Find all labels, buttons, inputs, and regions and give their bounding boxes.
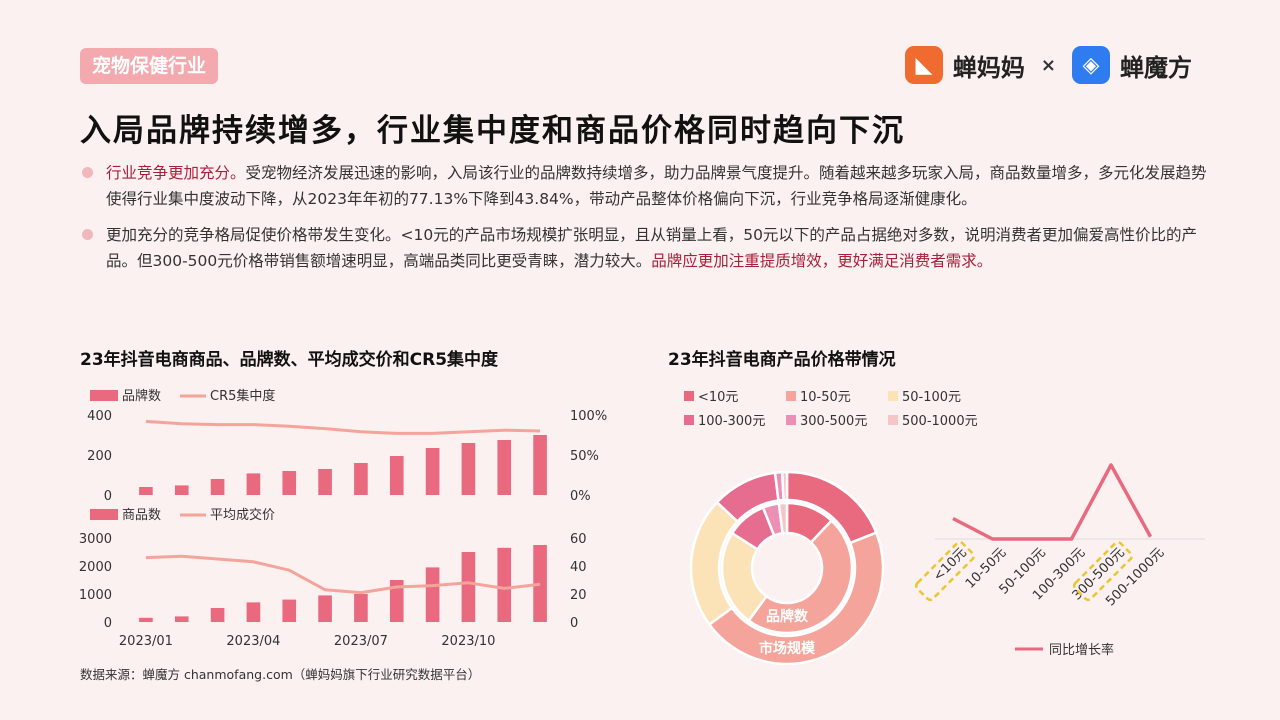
legend-label: CR5集中度	[210, 388, 275, 404]
series-line	[145, 554, 541, 595]
x-tick-label: 2023/04	[226, 634, 280, 649]
donut-slice	[777, 501, 789, 535]
y-tick-label-left: 0	[104, 616, 112, 631]
brand-cr5-chart: 品牌数 CR5集中度 400 200 0 100% 50% 0%	[87, 388, 607, 504]
bar	[354, 463, 368, 495]
bar	[533, 435, 547, 495]
bar	[389, 456, 404, 495]
bullet-dot-icon	[82, 229, 93, 240]
bar	[497, 440, 512, 495]
bar	[389, 580, 404, 622]
bar	[282, 471, 297, 495]
y-tick-label-right: 20	[570, 588, 587, 603]
highlight-box	[1073, 541, 1133, 601]
y-tick-label-right: 0	[570, 616, 578, 631]
legend-swatch	[90, 509, 118, 520]
series-line	[952, 463, 1153, 541]
legend-swatch	[786, 415, 796, 425]
legend-label: 50-100元	[902, 390, 961, 405]
y-tick-label-left: 400	[87, 409, 112, 424]
y-tick-label-right: 60	[570, 532, 587, 547]
y-tick-label-right: 50%	[570, 449, 599, 464]
legend-swatch	[786, 391, 796, 401]
bullet-highlight: 行业竞争更加充分。	[106, 164, 246, 182]
donut-slice	[707, 531, 885, 666]
ring-label: 品牌数	[766, 608, 809, 625]
left-chart-subtitle: 23年抖音电商商品、品牌数、平均成交价和CR5集中度	[80, 350, 499, 370]
y-tick-label-right: 40	[570, 560, 587, 575]
x-tick-label: 2023/07	[334, 634, 388, 649]
legend-label: 10-50元	[800, 390, 851, 405]
legend-swatch	[888, 391, 898, 401]
y-tick-label-left: 2000	[79, 560, 112, 575]
bullet-list: 行业竞争更加充分。受宠物经济发展迅速的影响，入局该行业的品牌数持续增多，助力品牌…	[82, 160, 1212, 284]
highlight-box	[915, 541, 975, 601]
bar	[497, 547, 512, 622]
right-chart-subtitle: 23年抖音电商产品价格带情况	[668, 350, 896, 370]
bar	[246, 473, 261, 495]
y-tick-label-left: 1000	[79, 588, 112, 603]
bar	[210, 479, 225, 495]
legend-swatch	[684, 391, 694, 401]
price-band-donut-chart: <10元 10-50元 50-100元 100-300元 300-500元 500-100…	[684, 390, 978, 666]
bar	[282, 599, 297, 622]
yoy-growth-line-chart: <10元10-50元50-100元100-300元300-500元500-100…	[915, 463, 1205, 658]
legend-label: 商品数	[122, 508, 161, 523]
legend-swatch	[90, 390, 118, 401]
bar	[318, 595, 332, 622]
legend-label: 300-500元	[800, 414, 867, 429]
bullet-text: 受宠物经济发展迅速的影响，入局该行业的品牌数持续增多，助力品牌景气度提升。随着越…	[106, 164, 1207, 208]
bar	[533, 545, 547, 622]
chanmofang-logo-icon: ◈	[1072, 46, 1110, 84]
bar	[354, 594, 368, 622]
bar	[210, 608, 225, 622]
industry-tag: 宠物保健行业	[80, 48, 219, 84]
x-tick-label: 2023/01	[119, 634, 173, 649]
bullet-text: 更加充分的竞争格局促使价格带发生变化。<10元的产品市场规模扩张明显，且从销量上…	[106, 226, 1197, 270]
series-line	[145, 419, 541, 435]
bar	[318, 469, 332, 495]
bar	[174, 485, 189, 495]
products-price-chart: 商品数 平均成交价 3000 2000 1000 0 60 40 20 0 2023/01 2023/…	[79, 507, 587, 649]
legend-label: 100-300元	[698, 414, 765, 429]
chanmama-logo-text: 蝉妈妈	[952, 53, 1025, 82]
bar	[174, 616, 189, 622]
legend-label: 品牌数	[122, 388, 161, 404]
donut-slice	[780, 470, 789, 502]
bar	[425, 448, 440, 495]
logo-group: ◣ 蝉妈妈 × ◈ 蝉魔方	[904, 46, 1192, 84]
bar	[461, 552, 476, 622]
y-tick-label-right: 100%	[570, 409, 607, 424]
legend-swatch	[888, 415, 898, 425]
page-title: 入局品牌持续增多，行业集中度和商品价格同时趋向下沉	[80, 113, 905, 149]
y-tick-label-left: 3000	[79, 532, 112, 547]
chanmama-logo-icon: ◣	[904, 46, 943, 84]
ring-label: 市场规模	[759, 640, 816, 657]
donut-slice	[747, 518, 854, 635]
legend-swatch	[684, 415, 694, 425]
bar	[425, 567, 440, 622]
logo-separator: ×	[1040, 54, 1056, 76]
x-tick-label: 2023/10	[441, 634, 495, 649]
bullet-item: 行业竞争更加充分。受宠物经济发展迅速的影响，入局该行业的品牌数持续增多，助力品牌…	[82, 160, 1212, 212]
bullet-item: 更加充分的竞争格局促使价格带发生变化。<10元的产品市场规模扩张明显，且从销量上…	[82, 222, 1212, 274]
legend-label: 平均成交价	[210, 507, 275, 523]
bar	[461, 443, 476, 495]
legend-label: <10元	[698, 390, 738, 405]
bar	[139, 487, 153, 495]
bullet-highlight: 品牌应更加注重提质增效，更好满足消费者需求。	[651, 252, 993, 270]
y-tick-label-left: 200	[87, 449, 112, 464]
bar	[246, 602, 261, 622]
legend-label: 同比增长率	[1049, 642, 1114, 658]
chanmofang-logo-text: 蝉魔方	[1120, 53, 1192, 82]
legend-label: 500-1000元	[902, 414, 978, 429]
y-tick-label-left: 0	[104, 489, 112, 504]
y-tick-label-right: 0%	[570, 489, 591, 504]
bar	[139, 617, 153, 622]
bullet-dot-icon	[82, 167, 93, 178]
data-source: 数据来源：蝉魔方 chanmofang.com（蝉妈妈旗下行业研究数据平台）	[80, 667, 481, 682]
